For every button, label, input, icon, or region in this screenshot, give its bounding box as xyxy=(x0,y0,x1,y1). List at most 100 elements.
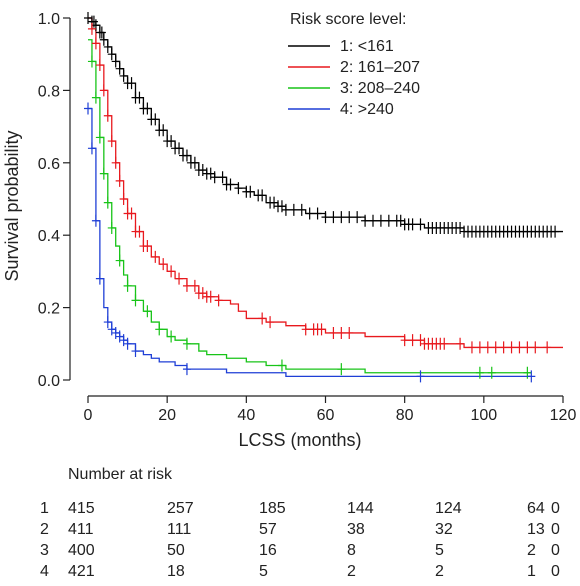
risk-count: 18 xyxy=(167,563,185,580)
censor-mark xyxy=(329,211,338,224)
risk-row-2: 2 411 111 57 38 32 13 0 xyxy=(0,519,580,541)
risk-count: 0 xyxy=(551,542,560,559)
censor-mark xyxy=(369,214,377,227)
censor-mark xyxy=(258,189,267,202)
censor-mark xyxy=(246,185,255,198)
censor-mark xyxy=(127,207,136,220)
censor-mark xyxy=(103,316,112,329)
censor-mark xyxy=(103,40,112,53)
censor-mark xyxy=(337,326,346,339)
censor-mark xyxy=(135,225,144,238)
censor-mark xyxy=(408,218,417,231)
censor-mark xyxy=(115,174,124,187)
legend-title: Risk score level: xyxy=(290,11,406,28)
risk-table-title: Number at risk xyxy=(68,466,173,483)
risk-row-3: 3 400 50 16 8 5 2 0 xyxy=(0,540,580,562)
censor-mark xyxy=(167,135,176,148)
x-tick-label: 0 xyxy=(84,407,93,424)
legend-entry: 3: 208–240 xyxy=(340,80,420,97)
censor-mark xyxy=(103,109,112,122)
censor-mark xyxy=(87,55,96,68)
y-tick-label: 0.8 xyxy=(38,83,60,100)
x-tick-label: 60 xyxy=(317,407,335,424)
censor-mark xyxy=(214,294,223,307)
censor-mark xyxy=(361,214,370,227)
censor-marks xyxy=(84,12,560,383)
x-tick-label: 100 xyxy=(470,407,497,424)
risk-count: 421 xyxy=(68,563,95,580)
censor-mark xyxy=(95,272,104,285)
censor-mark xyxy=(277,359,286,372)
censor-mark xyxy=(301,323,310,336)
x-axis-label: LCSS (months) xyxy=(238,430,361,450)
censor-mark xyxy=(475,341,484,354)
axes: 0.0 0.2 0.4 0.6 0.8 1.0 0 20 40 60 80 100 120 xyxy=(38,11,577,424)
censor-mark xyxy=(408,334,417,347)
censor-mark xyxy=(119,69,128,82)
censor-mark xyxy=(515,341,524,354)
censor-mark xyxy=(182,337,191,350)
censor-mark xyxy=(107,135,116,148)
censor-mark xyxy=(491,341,500,354)
censor-mark xyxy=(131,294,140,307)
censor-mark xyxy=(135,91,144,104)
censor-mark xyxy=(107,48,116,61)
risk-count: 8 xyxy=(347,542,356,559)
censor-mark xyxy=(190,156,199,169)
censor-mark xyxy=(345,326,354,339)
censor-mark xyxy=(329,326,338,339)
censor-mark xyxy=(151,250,160,263)
censor-mark xyxy=(99,33,108,46)
censor-mark xyxy=(499,341,508,354)
risk-count: 415 xyxy=(68,500,95,517)
legend: Risk score level: 1: <161 2: 161–207 3: 208… xyxy=(288,11,420,118)
censor-mark xyxy=(281,203,290,216)
legend-entry: 2: 161–207 xyxy=(340,59,420,76)
censor-mark xyxy=(317,323,326,336)
legend-entry: 4: >240 xyxy=(340,101,394,118)
risk-count: 0 xyxy=(551,500,560,517)
survival-curves xyxy=(88,17,563,378)
risk-row-1: 1 415 257 185 144 124 64 0 xyxy=(0,498,580,520)
y-tick-label: 0.2 xyxy=(38,301,60,318)
censor-mark xyxy=(131,345,140,358)
censor-mark xyxy=(123,279,132,292)
censor-mark xyxy=(103,196,112,209)
censor-mark xyxy=(313,207,322,220)
risk-count: 5 xyxy=(259,563,268,580)
risk-count: 2 xyxy=(435,563,444,580)
censor-mark xyxy=(175,142,184,155)
x-tick-label: 20 xyxy=(158,407,176,424)
censor-mark xyxy=(376,214,385,227)
censor-mark xyxy=(182,363,191,376)
censor-mark xyxy=(91,214,100,227)
legend-entry: 1: <161 xyxy=(340,38,394,55)
censor-mark xyxy=(95,131,104,144)
censor-mark xyxy=(456,337,465,350)
x-tick-label: 40 xyxy=(237,407,255,424)
censor-mark xyxy=(123,337,132,350)
risk-count: 2 xyxy=(527,542,536,559)
censor-mark xyxy=(384,214,393,227)
risk-row-4: 4 421 18 5 2 2 1 0 xyxy=(0,561,580,583)
censor-mark xyxy=(84,102,92,115)
risk-count: 124 xyxy=(435,500,462,517)
censor-mark xyxy=(155,323,164,336)
censor-mark xyxy=(266,316,275,329)
risk-count: 16 xyxy=(259,542,277,559)
risk-count: 0 xyxy=(551,563,560,580)
censor-mark xyxy=(337,363,346,376)
censor-mark xyxy=(400,334,409,347)
x-tick-label: 80 xyxy=(396,407,414,424)
y-tick-label: 0.4 xyxy=(38,228,60,245)
censor-mark xyxy=(523,341,532,354)
censor-mark xyxy=(483,341,492,354)
censor-mark xyxy=(206,290,215,303)
censor-mark xyxy=(97,26,106,39)
censor-mark xyxy=(115,62,124,75)
censor-mark xyxy=(531,341,540,354)
km-chart: 0.0 0.2 0.4 0.6 0.8 1.0 0 20 40 60 80 100 120 Risk s… xyxy=(2,11,577,450)
censor-mark xyxy=(159,124,168,137)
censor-mark xyxy=(107,221,116,234)
censor-mark xyxy=(416,370,425,383)
